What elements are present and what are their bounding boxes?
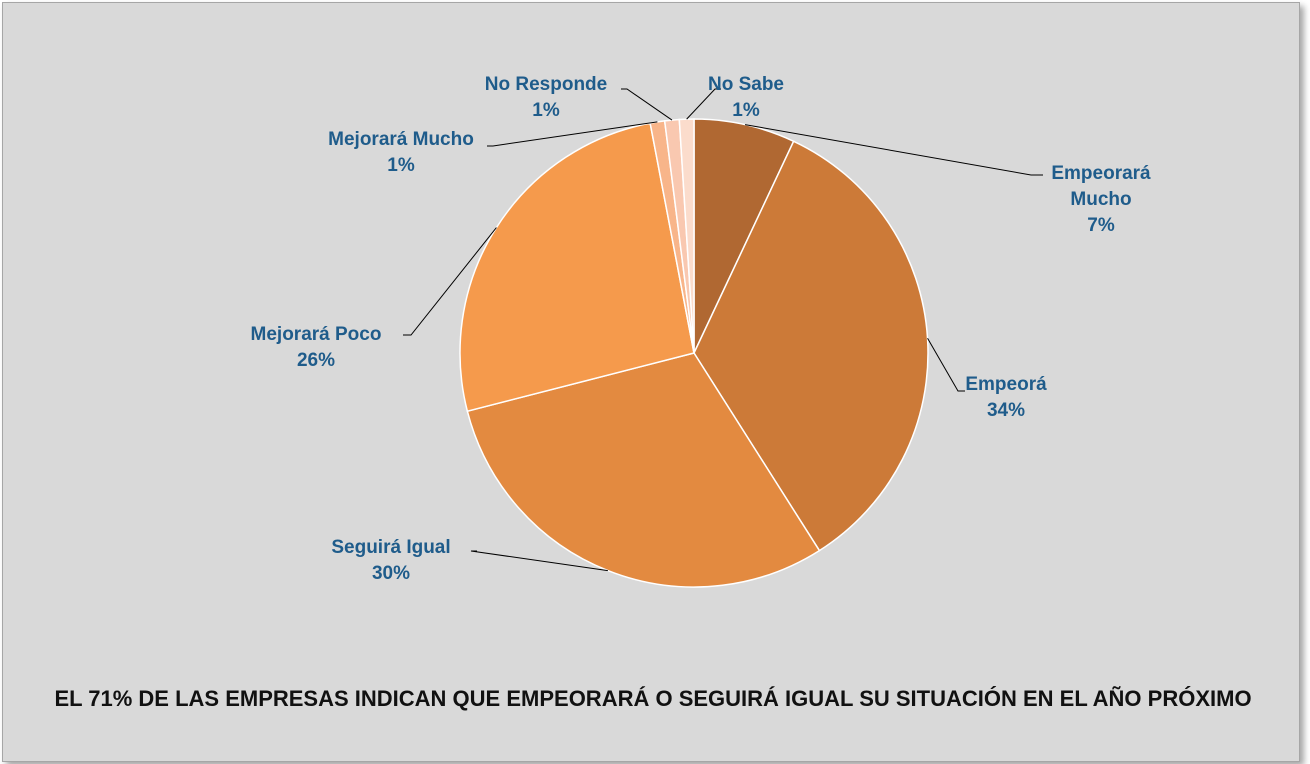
pie-slice [678,118,695,354]
category-label: Mejorará Poco [250,324,382,345]
value-label: 30% [371,563,411,584]
slice-label: No Sabe 1% [708,72,784,124]
value-label: 7% [1087,215,1115,236]
chart-annotation: EL 71% DE LAS EMPRESAS INDICAN QUE EMPEO… [54,686,1252,711]
leader-line [744,124,1043,176]
leader-line [927,338,965,392]
pie-slice [459,122,695,413]
pie-slice [466,352,821,588]
value-label: 34% [986,400,1026,421]
slice-label: Mejorará Poco 26% [251,322,382,374]
leader-line [403,227,497,336]
category-label: No Sabe [707,74,785,95]
category-label: No Responde [484,74,608,95]
slice-label: Empeorará Mucho 7% [1036,161,1166,239]
leader-line [621,88,673,121]
category-label: Seguirá Igual [331,537,451,558]
chart [403,88,1043,588]
slice-label: No Responde 1% [485,72,607,124]
value-label: 26% [296,350,336,371]
leader-line [470,550,608,572]
value-label: 1% [532,100,560,121]
category-label: Empeorará Mucho [1051,163,1151,210]
slice-label: Empeorá 34% [965,372,1046,424]
slice-label: Mejorará Mucho 1% [328,127,474,179]
pie-slice [693,118,795,354]
value-label: 1% [387,155,415,176]
category-label: Empeorá [965,374,1047,395]
leader-line [487,121,658,147]
leader-line [686,88,721,120]
value-label: 1% [732,100,760,121]
slice-label: Seguirá Igual 30% [331,535,450,587]
category-label: Mejorará Mucho [328,129,474,150]
